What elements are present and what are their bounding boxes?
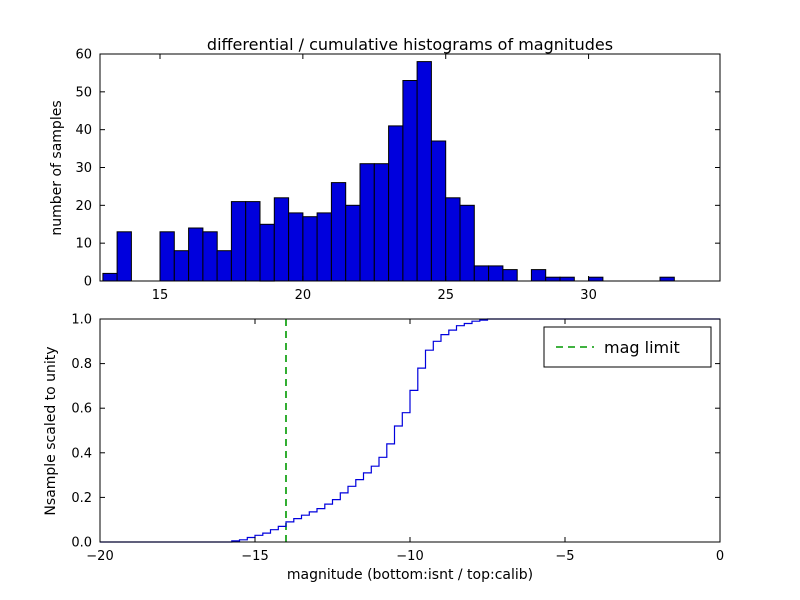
histogram-bar	[202, 231, 218, 282]
y-tick-label: 1.0	[71, 313, 92, 328]
histogram-bar	[330, 182, 347, 282]
histogram-bar	[159, 231, 175, 282]
histogram-bar	[430, 140, 447, 282]
histogram-bar	[659, 276, 675, 282]
cumulative-step-line	[100, 318, 720, 543]
top-y-axis-label: number of samples	[49, 100, 65, 236]
histogram-bar	[188, 227, 204, 282]
y-tick-label: 30	[75, 161, 92, 176]
histogram-bar	[288, 212, 304, 282]
x-tick-label: 25	[437, 288, 454, 303]
histogram-bar	[259, 223, 275, 282]
histogram-bar	[473, 265, 490, 282]
y-tick-label: 0	[84, 275, 92, 290]
x-tick-label: −5	[555, 549, 574, 564]
x-tick-label: 0	[716, 549, 724, 564]
histogram-bar	[345, 204, 361, 282]
histogram-bar	[445, 197, 461, 282]
histogram-bar	[402, 80, 418, 282]
chart-title: differential / cumulative histograms of …	[206, 35, 614, 54]
histogram-bar	[245, 201, 261, 282]
histogram-bar	[173, 250, 190, 282]
histogram-bar	[416, 61, 432, 282]
histogram-bar	[302, 216, 318, 282]
y-tick-label: 50	[75, 85, 92, 100]
legend-label: mag limit	[604, 338, 680, 357]
x-tick-label: −10	[396, 549, 423, 564]
histogram-bar	[373, 163, 390, 282]
x-tick-label: 20	[295, 288, 312, 303]
histogram-bar	[388, 125, 404, 282]
histogram-bar	[530, 269, 547, 282]
y-tick-label: 20	[75, 199, 92, 214]
histogram-bar	[273, 197, 290, 282]
x-tick-label: −15	[241, 549, 268, 564]
bottom-y-axis-label: Nsample scaled to unity	[43, 346, 59, 516]
y-tick-label: 0.6	[71, 402, 92, 417]
x-tick-label: −20	[86, 549, 113, 564]
histogram-bar	[545, 276, 561, 282]
y-tick-label: 60	[75, 48, 92, 63]
x-tick-label: 30	[580, 288, 597, 303]
histogram-bar	[502, 269, 518, 282]
y-tick-label: 40	[75, 123, 92, 138]
histogram-bar	[230, 201, 247, 282]
y-tick-label: 10	[75, 237, 92, 252]
histogram-bar	[359, 163, 375, 282]
histogram-bar	[559, 276, 575, 282]
x-tick-label: 15	[152, 288, 169, 303]
histogram-bar	[488, 265, 504, 282]
histogram-bar	[316, 212, 332, 282]
y-tick-label: 0.8	[71, 357, 92, 372]
histogram-bar	[116, 231, 132, 282]
y-tick-label: 0.0	[71, 536, 92, 551]
histogram-bar	[459, 204, 475, 282]
x-axis-label: magnitude (bottom:isnt / top:calib)	[286, 567, 534, 583]
y-tick-label: 0.4	[71, 446, 92, 461]
histogram-bar	[588, 276, 604, 282]
histogram-bar	[102, 272, 118, 282]
histogram-bar	[216, 250, 232, 282]
y-tick-label: 0.2	[71, 491, 92, 506]
